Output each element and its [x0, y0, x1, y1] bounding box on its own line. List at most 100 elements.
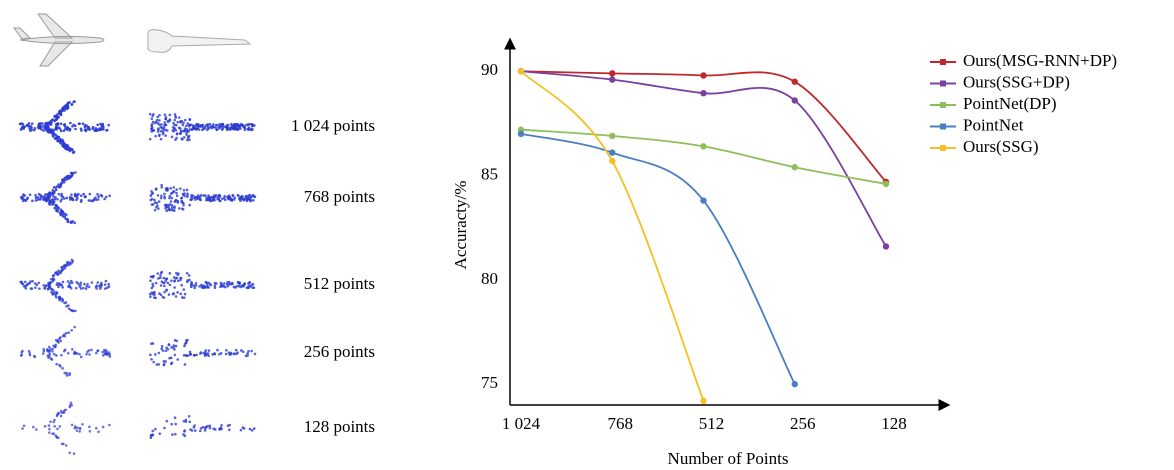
point [151, 429, 155, 433]
point [162, 296, 166, 299]
point [20, 351, 24, 354]
point [91, 125, 95, 129]
point [22, 194, 26, 197]
point [253, 352, 257, 356]
point [96, 198, 100, 201]
point [47, 121, 50, 125]
point [160, 185, 164, 189]
point [96, 123, 100, 127]
point [180, 196, 183, 200]
point [61, 286, 64, 289]
point [61, 268, 64, 272]
point [150, 130, 153, 133]
point [173, 113, 177, 116]
point [170, 346, 173, 349]
point [228, 196, 231, 199]
data-point [517, 130, 525, 138]
point [192, 353, 196, 357]
point [208, 197, 211, 201]
point [161, 349, 165, 352]
point [65, 374, 69, 377]
point [48, 191, 51, 194]
point [225, 282, 229, 286]
point [206, 128, 209, 132]
x-tick-label: 128 [881, 414, 907, 433]
point [219, 351, 223, 355]
point [69, 171, 73, 175]
point [183, 118, 187, 122]
point [68, 149, 72, 153]
point [52, 277, 55, 280]
point [185, 128, 189, 131]
x-axis-title: Number of Points [668, 449, 789, 468]
point [160, 123, 163, 126]
point [94, 196, 97, 199]
point [189, 283, 193, 286]
point [55, 127, 59, 130]
point [64, 331, 68, 335]
point [241, 194, 244, 198]
point [57, 297, 61, 300]
point [173, 206, 176, 210]
point [215, 128, 218, 131]
point [227, 351, 231, 355]
point [208, 426, 212, 430]
point [88, 128, 91, 131]
point [53, 115, 57, 119]
point [193, 286, 196, 290]
point [188, 118, 192, 121]
point [54, 186, 57, 190]
point [164, 123, 168, 127]
point [180, 200, 184, 204]
point [155, 201, 159, 205]
point [70, 193, 73, 196]
point [52, 420, 55, 424]
data-point [700, 89, 707, 97]
data-point [609, 132, 616, 140]
point [207, 349, 211, 352]
point [228, 423, 231, 427]
point [248, 122, 252, 126]
point [61, 195, 65, 199]
point [195, 124, 198, 127]
point [49, 193, 52, 197]
point [71, 197, 74, 201]
point [170, 206, 174, 209]
point [56, 197, 59, 201]
point [59, 364, 62, 368]
point [182, 203, 185, 207]
point [84, 287, 88, 290]
data-point [700, 143, 707, 150]
legend-marker [940, 80, 946, 87]
point [56, 413, 59, 416]
point [182, 121, 185, 125]
point [37, 281, 41, 285]
point [251, 194, 254, 198]
point [179, 129, 183, 133]
point [99, 193, 103, 197]
point [162, 284, 166, 288]
point [105, 128, 109, 132]
point [62, 333, 66, 336]
point [32, 425, 35, 429]
point [176, 132, 179, 135]
point [168, 272, 172, 275]
point [75, 429, 79, 432]
point [168, 194, 172, 198]
point [62, 211, 65, 215]
point [68, 261, 72, 264]
point [154, 353, 157, 356]
point [157, 351, 161, 355]
point [156, 194, 160, 197]
point [45, 125, 49, 129]
point [47, 356, 50, 359]
point [52, 202, 55, 206]
point [174, 344, 178, 348]
point [198, 195, 202, 199]
point [183, 344, 186, 348]
point [195, 353, 198, 357]
point [184, 418, 188, 422]
data-point [882, 180, 890, 188]
point [148, 112, 152, 116]
point [233, 196, 237, 200]
